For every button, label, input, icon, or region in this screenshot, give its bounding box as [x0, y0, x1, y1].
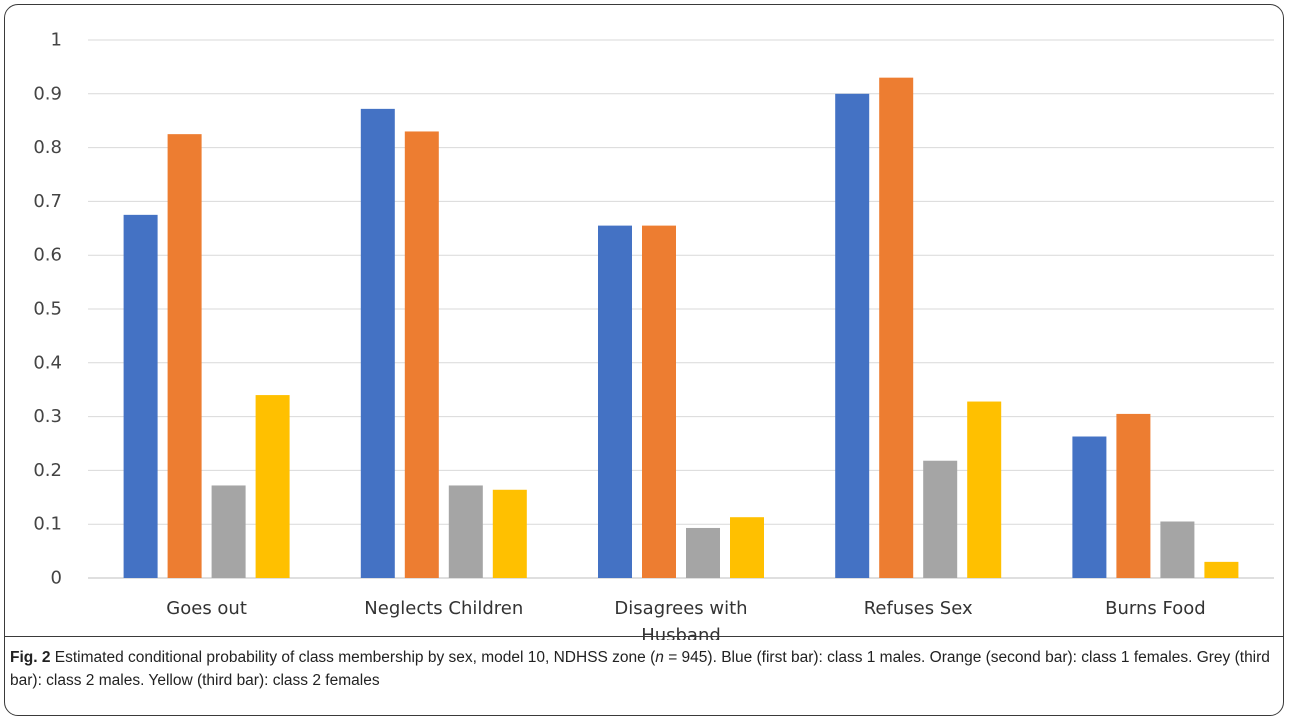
bar	[967, 401, 1002, 578]
y-tick-label: 0.6	[33, 245, 62, 266]
x-category-label: Goes out	[166, 598, 247, 619]
bar	[598, 225, 632, 579]
bar	[448, 485, 483, 578]
x-category-label: Neglects Children	[364, 598, 523, 619]
caption-n-symbol: n	[655, 649, 664, 666]
caption-text-before-n: Estimated conditional probability of cla…	[50, 649, 656, 666]
y-tick-label: 0.5	[33, 299, 62, 320]
y-tick-label: 0.8	[33, 137, 62, 158]
bar	[730, 517, 764, 578]
caption-figure-label: Fig. 2	[10, 649, 51, 666]
bar	[1160, 521, 1195, 578]
caption-text-after-n: = 945). Blue (first bar): class 1 males.…	[10, 649, 1270, 689]
bar	[879, 77, 914, 578]
bar	[123, 214, 158, 578]
bar	[1072, 436, 1107, 578]
bar	[1204, 561, 1239, 578]
caption-divider	[4, 636, 1284, 637]
y-tick-label: 0.4	[33, 352, 62, 373]
bar	[642, 225, 676, 579]
bar	[360, 108, 395, 578]
y-tick-label: 0.2	[33, 460, 62, 481]
y-tick-label: 0.7	[33, 191, 62, 212]
x-category-label: Disagrees with Husband	[614, 598, 747, 640]
bar	[686, 527, 720, 578]
bar	[923, 460, 958, 578]
x-category-label: Burns Food	[1105, 598, 1206, 619]
y-tick-label: 0.3	[33, 406, 62, 427]
bar	[255, 395, 290, 578]
y-tick-label: 1	[51, 30, 62, 51]
y-tick-label: 0.1	[33, 514, 62, 535]
bar	[167, 134, 202, 578]
bar	[492, 489, 527, 578]
x-category-label: Refuses Sex	[864, 598, 973, 619]
y-tick-label: 0.9	[33, 83, 62, 104]
bar-chart: 0 0.1 0.2 0.3 0.4 0.5 0.6 0.7 0.8 0.9 1 Goes out Neg…	[33, 30, 1274, 640]
bar	[835, 93, 870, 579]
bar	[1116, 413, 1151, 578]
bar	[404, 131, 439, 578]
figure-caption: Fig. 2 Estimated conditional probability…	[10, 646, 1272, 692]
y-tick-label: 0	[51, 568, 62, 589]
bar	[211, 485, 246, 578]
